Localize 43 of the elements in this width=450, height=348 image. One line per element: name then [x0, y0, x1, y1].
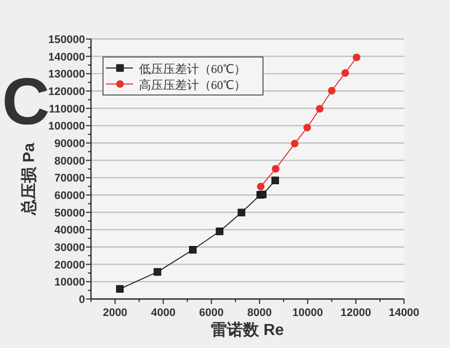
x-tick-label: 8000 [247, 307, 272, 319]
y-tick-label: 140000 [48, 51, 85, 64]
point [303, 124, 312, 132]
point [272, 165, 280, 173]
point [189, 246, 197, 254]
point [316, 105, 324, 113]
y-tick-label: 130000 [48, 68, 85, 81]
x-tick-label: 10000 [292, 307, 323, 319]
y-tick-label: 70000 [54, 172, 85, 185]
x-tick-label: 2000 [102, 307, 128, 319]
point [341, 69, 350, 77]
y-tick-label: 40000 [54, 224, 85, 237]
point [154, 268, 162, 276]
point [328, 86, 336, 94]
y-tick-label: 90000 [54, 138, 85, 150]
y-tick-label: 50000 [54, 207, 85, 220]
y-tick-label: 150000 [48, 34, 85, 46]
y-axis-title: 总压损 Pa [20, 142, 38, 216]
point [258, 190, 266, 198]
point [271, 176, 279, 184]
point [238, 208, 246, 216]
x-tick-label: 6000 [199, 307, 224, 319]
point [216, 228, 224, 236]
x-tick-label: 4000 [150, 307, 176, 319]
y-tick-label: 100000 [48, 120, 85, 133]
y-tick-label: 10000 [54, 276, 85, 289]
y-tick-label: 20000 [54, 259, 85, 272]
x-tick-label: 12000 [340, 307, 372, 319]
legend-label: 高压压差计（60℃） [139, 78, 246, 92]
legend-label: 低压压差计（60℃） [139, 62, 246, 76]
y-tick-label: 0 [78, 294, 85, 306]
y-tick-label: 60000 [54, 190, 85, 202]
y-tick-label: 80000 [54, 155, 85, 168]
point [352, 54, 360, 62]
y-tick-label: 120000 [48, 86, 85, 98]
x-tick-label: 14000 [388, 307, 420, 319]
point [256, 182, 265, 190]
text: C [2, 64, 50, 138]
x-axis-title: 雷诺数 Re [211, 321, 284, 339]
point [116, 285, 124, 293]
point [290, 140, 298, 148]
y-tick-label: 110000 [48, 103, 85, 116]
y-tick-label: 30000 [54, 242, 85, 254]
